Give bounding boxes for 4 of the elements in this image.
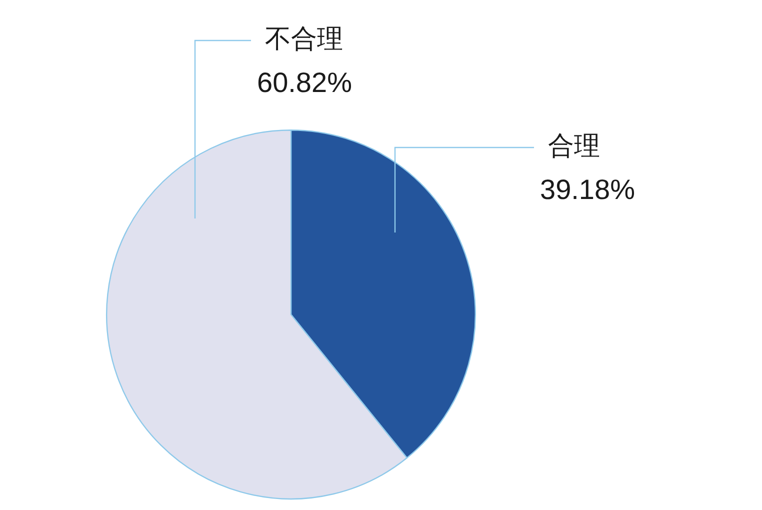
slice-label: 不合理 bbox=[265, 24, 343, 54]
data-label: 60.82% bbox=[257, 67, 352, 98]
data-label: 39.18% bbox=[540, 174, 635, 206]
slice-label: 合理 bbox=[548, 131, 600, 162]
